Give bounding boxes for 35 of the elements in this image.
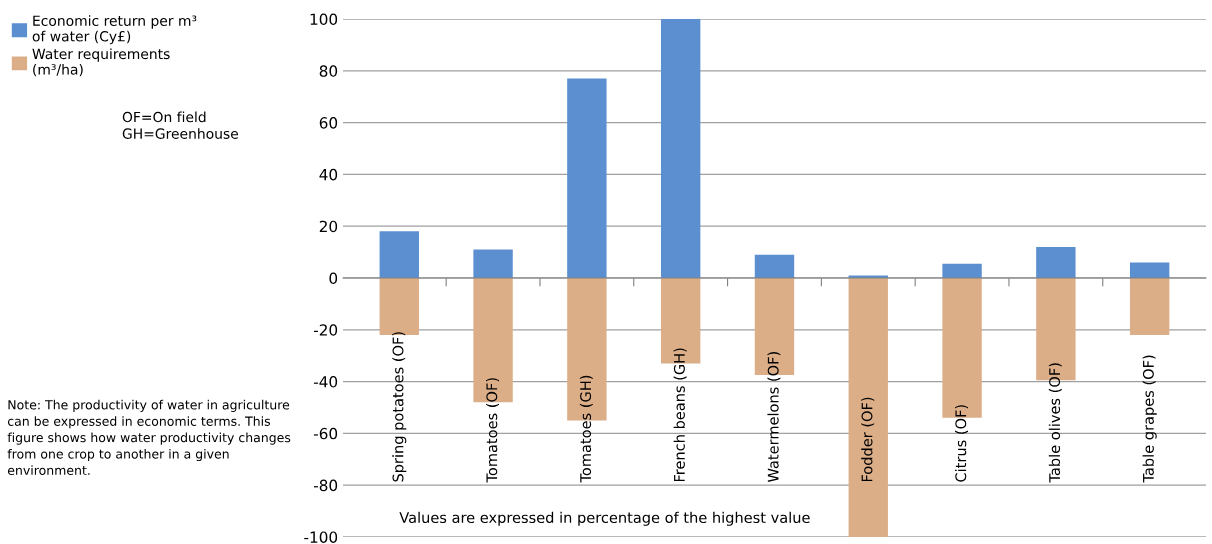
annotation: Values are expressed in percentage of the highest value [399,511,810,526]
bar [1129,262,1170,278]
y-tick-label: -40 [313,376,338,388]
bar [754,254,795,278]
x-tick-label: Fodder (OF) [861,397,875,482]
text: Note: The productivity of water in agriculture can be expressed in economic terms. This figure shows how water productivity changes from one crop to another in a given environment. [7,399,291,475]
y-tick-label: 0 [329,272,338,285]
text: OF=On field GH=Greenhouse [122,111,239,139]
y-tick-label: -80 [313,479,338,492]
x-tick-label: Table olives (OF) [1048,363,1062,483]
x-tick-label: Watermelons (OF) [767,352,781,483]
y-tick-label: 80 [319,65,338,77]
bar [1036,246,1076,278]
bar [848,277,888,537]
y-tick-label: 100 [310,13,338,26]
bar [567,78,607,278]
bar [660,19,701,278]
y-tick-label: 20 [319,220,338,233]
bar [1129,277,1170,335]
y-tick-label: -100 [304,531,338,543]
x-tick-label: Spring potatoes (OF) [392,332,407,482]
y-tick-label: 40 [319,168,338,181]
x-tick-label: Table grapes (OF) [1142,355,1157,483]
legend-label: Economic return per m³ of water (Cy£) [32,15,197,45]
bar [473,249,513,278]
x-tick-label: Citrus (OF) [955,405,969,482]
legend-label: Water requirements (m³/ha) [32,48,170,77]
y-tick-label: -60 [313,427,338,440]
y-tick-label: 60 [319,117,338,129]
bar [942,263,982,278]
x-tick-label: Tomatoes (GH) [579,375,593,483]
y-tick-label: -20 [313,324,338,336]
bar [379,231,419,278]
x-tick-label: French beans (GH) [673,348,687,482]
x-tick-label: Tomatoes (OF) [486,378,500,483]
